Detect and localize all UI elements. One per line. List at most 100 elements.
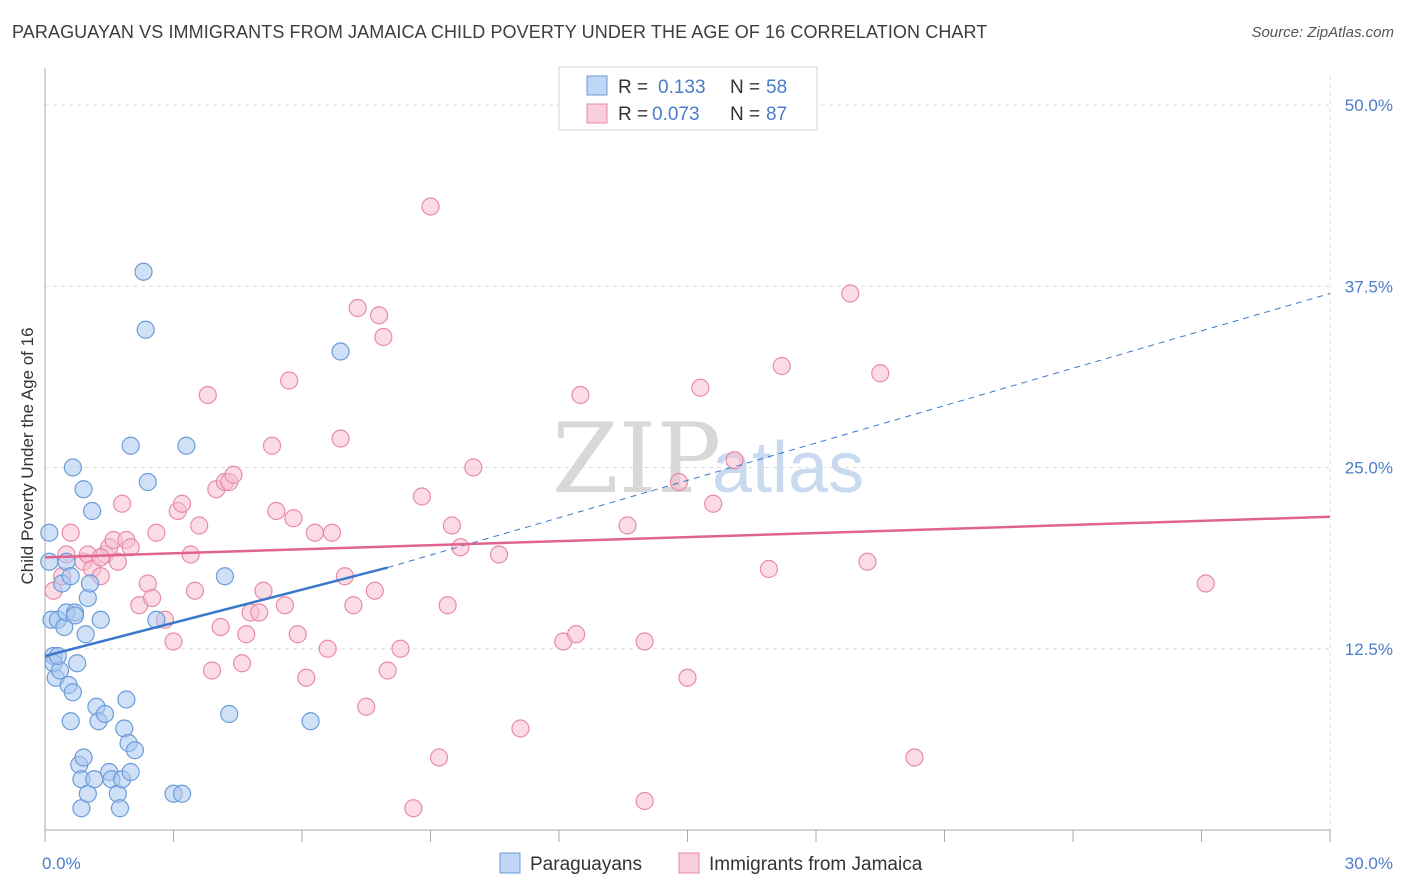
- data-point: [1196, 574, 1215, 593]
- chart-title: PARAGUAYAN VS IMMIGRANTS FROM JAMAICA CH…: [12, 22, 988, 42]
- data-point: [442, 516, 462, 535]
- trend-line-paraguayans: [44, 566, 388, 658]
- data-point: [357, 697, 376, 716]
- data-point: [117, 690, 136, 709]
- data-point: [63, 683, 82, 702]
- data-point: [429, 748, 449, 767]
- data-point: [635, 791, 654, 811]
- data-point: [74, 480, 93, 499]
- data-point: [378, 661, 397, 680]
- data-point: [438, 596, 457, 615]
- data-point: [678, 668, 697, 687]
- data-point: [61, 712, 80, 731]
- data-point: [121, 436, 140, 455]
- legend-n-label: N =: [730, 104, 760, 125]
- data-point: [142, 588, 162, 608]
- data-point: [404, 799, 423, 818]
- data-point: [567, 625, 586, 644]
- data-point: [110, 799, 130, 818]
- bottom-legend: Paraguayans Immigrants from Jamaica: [499, 852, 923, 875]
- x-tick-labels: 0.0% 30.0%: [42, 854, 1393, 873]
- data-point: [63, 458, 82, 477]
- data-point: [374, 327, 393, 347]
- x-tick-label: 0.0%: [42, 854, 81, 873]
- data-point: [331, 429, 350, 448]
- data-point: [571, 385, 590, 405]
- legend: R = 0.133 N = 58 R = 0.073 N = 87: [558, 66, 818, 131]
- data-point: [220, 704, 239, 724]
- data-point: [40, 523, 59, 542]
- legend-n-value: 58: [766, 77, 787, 98]
- data-point: [704, 494, 723, 513]
- data-point: [198, 385, 217, 405]
- y-tick-label: 25.0%: [1345, 459, 1393, 478]
- data-point: [121, 538, 140, 557]
- data-point: [91, 610, 110, 629]
- y-tick-label: 50.0%: [1345, 96, 1393, 115]
- data-point: [725, 451, 744, 470]
- data-point: [284, 509, 303, 528]
- data-point: [125, 741, 145, 760]
- bottom-legend-label-immigrants-from-jamaica: Immigrants from Jamaica: [709, 854, 923, 875]
- data-point: [40, 552, 59, 571]
- data-point: [185, 581, 205, 600]
- data-point: [91, 548, 110, 567]
- legend-r-value: 0.133: [658, 77, 706, 98]
- y-tick-labels: 12.5% 25.0% 37.5% 50.0%: [1345, 96, 1393, 659]
- data-point: [74, 748, 93, 767]
- data-point: [76, 625, 95, 644]
- data-point: [172, 494, 192, 513]
- data-point: [65, 606, 85, 625]
- data-point: [267, 501, 286, 521]
- data-point: [421, 197, 440, 216]
- data-point: [232, 654, 252, 673]
- y-axis-label: Child Poverty Under the Age of 16: [18, 327, 37, 584]
- data-point: [635, 632, 654, 651]
- data-point: [108, 552, 127, 571]
- x-tick-label: 30.0%: [1345, 854, 1393, 873]
- legend-n-label: N =: [730, 77, 760, 98]
- data-point: [451, 538, 470, 557]
- y-tick-label: 37.5%: [1345, 277, 1393, 296]
- data-point: [112, 494, 132, 513]
- bottom-legend-swatch-paraguayans: [499, 852, 521, 874]
- data-point: [61, 523, 80, 542]
- data-point: [370, 306, 389, 325]
- watermark-zip: ZIP: [552, 403, 721, 515]
- data-point: [177, 436, 196, 455]
- data-point: [297, 668, 316, 687]
- data-point: [618, 516, 637, 535]
- data-point: [190, 516, 209, 535]
- data-point: [858, 552, 877, 571]
- data-point: [489, 545, 509, 564]
- data-point: [181, 545, 200, 564]
- data-point: [669, 472, 689, 492]
- data-point: [68, 654, 87, 673]
- data-point: [83, 501, 102, 521]
- data-point: [331, 342, 350, 361]
- data-point: [691, 378, 710, 397]
- data-point: [172, 784, 192, 803]
- data-point: [365, 581, 384, 600]
- data-point: [280, 371, 299, 390]
- data-point: [254, 581, 273, 600]
- bottom-legend-swatch-immigrants-from-jamaica: [678, 852, 700, 874]
- legend-r-label: R =: [618, 104, 648, 125]
- data-point: [262, 436, 282, 455]
- data-point: [136, 320, 155, 339]
- data-point: [164, 632, 183, 651]
- legend-r-value: 0.073: [652, 104, 700, 125]
- data-point: [348, 298, 367, 318]
- data-point: [412, 487, 432, 506]
- data-point: [61, 567, 80, 586]
- data-point: [138, 472, 157, 492]
- legend-swatch-immigrants-from-jamaica: [586, 103, 608, 124]
- axes: [44, 68, 1331, 842]
- data-point: [288, 625, 307, 644]
- data-point: [305, 523, 324, 542]
- data-point: [215, 567, 234, 586]
- data-point: [841, 284, 860, 303]
- data-point: [250, 603, 269, 622]
- data-point: [202, 661, 222, 680]
- legend-r-label: R =: [618, 77, 648, 98]
